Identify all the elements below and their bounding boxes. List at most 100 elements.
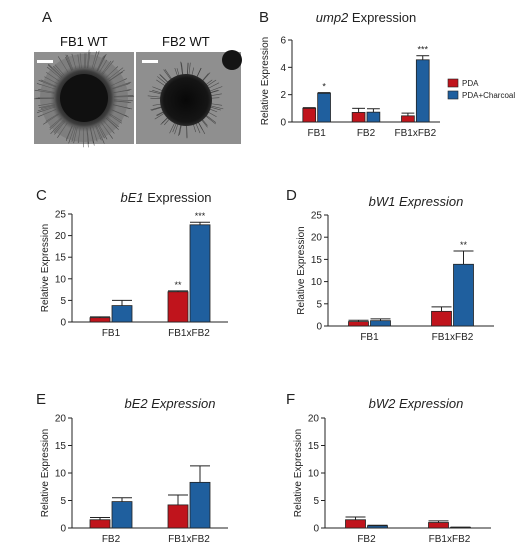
bar-charcoal-fb2 <box>111 501 133 529</box>
y-tick-label: 20 <box>308 414 320 425</box>
y-tick-label: 20 <box>55 414 67 425</box>
y-tick-label: 15 <box>308 441 320 452</box>
y-tick-label: 0 <box>316 322 322 333</box>
legend-label: PDA+Charcoal <box>462 91 515 100</box>
y-axis-label: Relative Expression <box>260 37 271 125</box>
y-tick-label: 25 <box>311 211 323 222</box>
x-category-label: FB1 <box>307 128 326 139</box>
bar-charcoal-fb1xfb2 <box>189 224 211 323</box>
x-category-label: FB1 <box>360 332 379 343</box>
bar-charcoal-fb1xfb2 <box>189 481 211 529</box>
significance-marker: *** <box>417 45 428 55</box>
significance-marker: ** <box>174 280 182 290</box>
x-category-label: FB2 <box>357 534 376 545</box>
bar-pda-fb1xfb2 <box>401 115 415 123</box>
bar-pda-fb1xfb2 <box>428 522 449 529</box>
scale-bar-fb1 <box>37 60 53 63</box>
y-tick-label: 5 <box>60 296 66 307</box>
bar-charcoal-fb1 <box>111 305 133 323</box>
x-category-label: FB1 <box>102 328 121 339</box>
chart-title: bE2 Expression <box>124 396 215 411</box>
x-category-label: FB1xFB2 <box>168 534 210 545</box>
chart-title-italic: ump2 <box>316 10 349 25</box>
chart-title: ump2 Expression <box>316 10 416 25</box>
y-tick-label: 15 <box>311 255 323 266</box>
y-tick-label: 10 <box>55 274 67 285</box>
y-tick-label: 0 <box>280 118 286 129</box>
panel-a-left-label: FB1 WT <box>60 34 108 49</box>
y-axis-label: Relative Expression <box>296 226 307 314</box>
chart-title-rest: Expression <box>144 190 212 205</box>
bar-pda-fb1 <box>89 317 111 323</box>
y-axis-label: Relative Expression <box>40 224 51 312</box>
chart-title: bW2 Expression <box>369 396 464 411</box>
significance-marker: ** <box>460 240 468 250</box>
y-tick-label: 10 <box>308 469 320 480</box>
chart-title-italic: bE1 <box>120 190 143 205</box>
panel-letter: D <box>286 187 297 204</box>
panel-letter: C <box>36 187 47 204</box>
y-tick-label: 6 <box>280 36 286 47</box>
x-category-label: FB1xFB2 <box>429 534 471 545</box>
panel-letter: F <box>286 391 295 408</box>
bar-pda-fb1xfb2 <box>167 291 189 323</box>
y-tick-label: 0 <box>60 524 66 535</box>
micrograph-fb1 <box>34 49 134 148</box>
y-tick-label: 15 <box>55 253 67 264</box>
bar-pda-fb1 <box>348 321 369 327</box>
bar-pda-fb2 <box>345 519 366 529</box>
y-tick-label: 5 <box>316 299 322 310</box>
bar-charcoal-fb1xfb2 <box>453 263 474 327</box>
chart-title-italic: bW2 Expression <box>369 396 464 411</box>
panel-a-letter: A <box>42 9 52 26</box>
significance-marker: *** <box>195 211 206 221</box>
chart-title-italic: bW1 Expression <box>369 194 464 209</box>
chart-title: bE1 Expression <box>120 190 211 205</box>
y-tick-label: 5 <box>313 496 319 507</box>
bar-charcoal-fb2 <box>367 525 388 529</box>
bar-pda-fb2 <box>351 112 366 123</box>
bar-charcoal-fb1 <box>317 92 331 123</box>
y-tick-label: 20 <box>55 231 67 242</box>
y-tick-label: 10 <box>55 469 67 480</box>
y-tick-label: 15 <box>55 441 67 452</box>
significance-marker: * <box>322 82 326 92</box>
x-category-label: FB1xFB2 <box>168 328 210 339</box>
y-tick-label: 5 <box>60 496 66 507</box>
bar-pda-fb1xfb2 <box>167 504 189 529</box>
y-tick-label: 10 <box>311 277 323 288</box>
scale-bar-fb2 <box>142 60 158 63</box>
y-tick-label: 2 <box>280 90 286 101</box>
chart-title: bW1 Expression <box>369 194 464 209</box>
bar-charcoal-fb1 <box>370 320 391 327</box>
bar-charcoal-fb2 <box>366 111 381 123</box>
panel-letter: B <box>259 9 269 26</box>
legend-swatch-charcoal <box>447 90 459 100</box>
y-tick-label: 20 <box>311 233 323 244</box>
bar-pda-fb1xfb2 <box>431 310 452 327</box>
bar-pda-fb1 <box>302 107 317 123</box>
y-tick-label: 0 <box>60 318 66 329</box>
y-axis-label: Relative Expression <box>40 429 51 517</box>
chart-title-italic: bE2 Expression <box>124 396 215 411</box>
legend-swatch-pda <box>447 78 459 88</box>
y-tick-label: 4 <box>280 63 286 74</box>
legend-label: PDA <box>462 79 479 88</box>
x-category-label: FB2 <box>357 128 376 139</box>
x-category-label: FB1xFB2 <box>432 332 474 343</box>
y-tick-label: 25 <box>55 210 67 221</box>
panel-letter: E <box>36 391 46 408</box>
panel-a-right-label: FB2 WT <box>162 34 210 49</box>
chart-title-rest: Expression <box>348 10 416 25</box>
bar-pda-fb2 <box>89 519 111 529</box>
y-axis-label: Relative Expression <box>293 429 304 517</box>
y-tick-label: 0 <box>313 524 319 535</box>
x-category-label: FB1xFB2 <box>394 128 436 139</box>
bar-charcoal-fb1xfb2 <box>415 59 430 123</box>
